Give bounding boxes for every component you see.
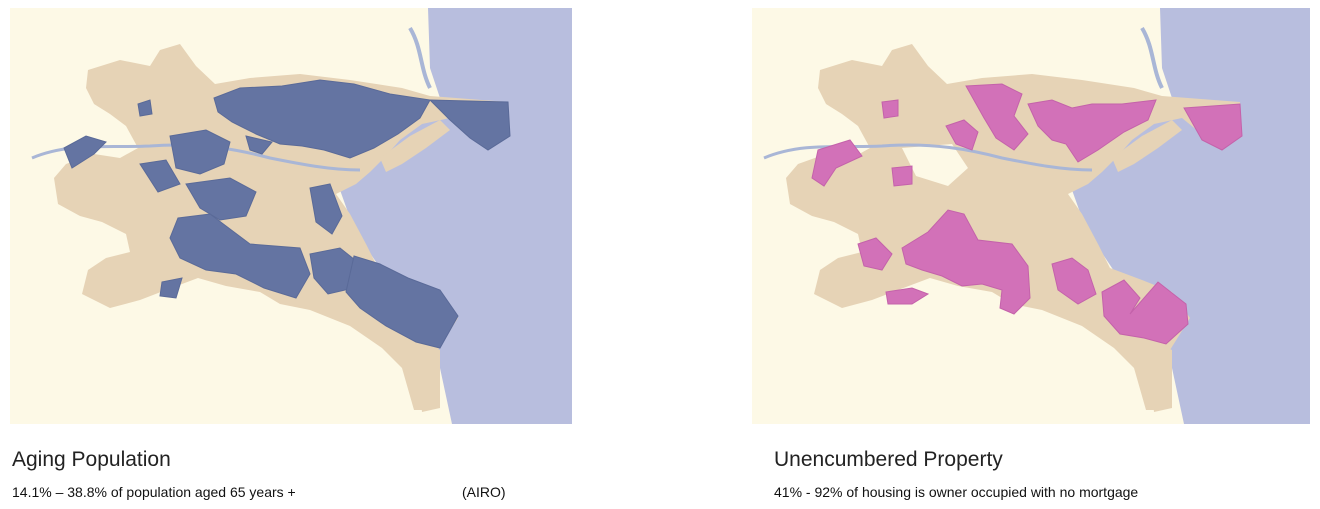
aging-districts [63, 79, 511, 349]
land-peninsula-se [1146, 338, 1172, 412]
city-centre-gap [902, 144, 968, 186]
aging-district [245, 135, 273, 155]
unencumbered-district [965, 83, 1029, 151]
land-peninsula-n [1112, 120, 1182, 172]
unencumbered-district [811, 139, 863, 187]
map-title: Unencumbered Property [774, 448, 1003, 471]
aging-district [169, 129, 231, 175]
river [763, 143, 1093, 172]
aging-district [139, 159, 181, 193]
aging-district [428, 99, 511, 151]
aging-district [137, 99, 153, 117]
aging-district [63, 135, 107, 169]
source-label: (AIRO) [462, 484, 506, 500]
river-north [408, 26, 432, 89]
aging-population-map [10, 8, 572, 424]
land-peninsula-n [380, 120, 450, 172]
caption-text: 41% - 92% of housing is owner occupied w… [774, 484, 1139, 500]
aging-district [159, 277, 183, 299]
unencumbered-district [891, 165, 913, 187]
unencumbered-district [901, 209, 1031, 315]
aging-district [213, 79, 431, 159]
unencumbered-district [1051, 257, 1097, 305]
aging-district [309, 183, 343, 235]
unencumbered-district [1027, 99, 1157, 163]
unencumbered-district [885, 287, 930, 305]
unencumbered-districts [811, 83, 1243, 345]
map-caption: 14.1% – 38.8% of population aged 65 year… [12, 484, 506, 500]
caption-text: 14.1% – 38.8% of population aged 65 year… [12, 484, 296, 500]
aging-district [169, 213, 311, 299]
unencumbered-district [945, 119, 979, 151]
aging-district [345, 255, 459, 349]
unencumbered-property-map [752, 8, 1310, 424]
unencumbered-district [1183, 103, 1243, 151]
map-title: Aging Population [12, 448, 171, 471]
river-north [1140, 26, 1164, 89]
sea [340, 8, 572, 424]
map-panel-unencumbered: Unencumbered Property 41% - 92% of housi… [740, 0, 1320, 509]
unencumbered-district [857, 237, 893, 271]
unencumbered-district [1101, 279, 1189, 345]
map-panel-aging: Aging Population 14.1% – 38.8% of popula… [0, 0, 580, 509]
unencumbered-district [881, 99, 899, 119]
aging-district [185, 177, 257, 221]
sea [1072, 8, 1310, 424]
land-peninsula-se [414, 338, 440, 412]
map-caption: 41% - 92% of housing is owner occupied w… [774, 484, 1138, 500]
